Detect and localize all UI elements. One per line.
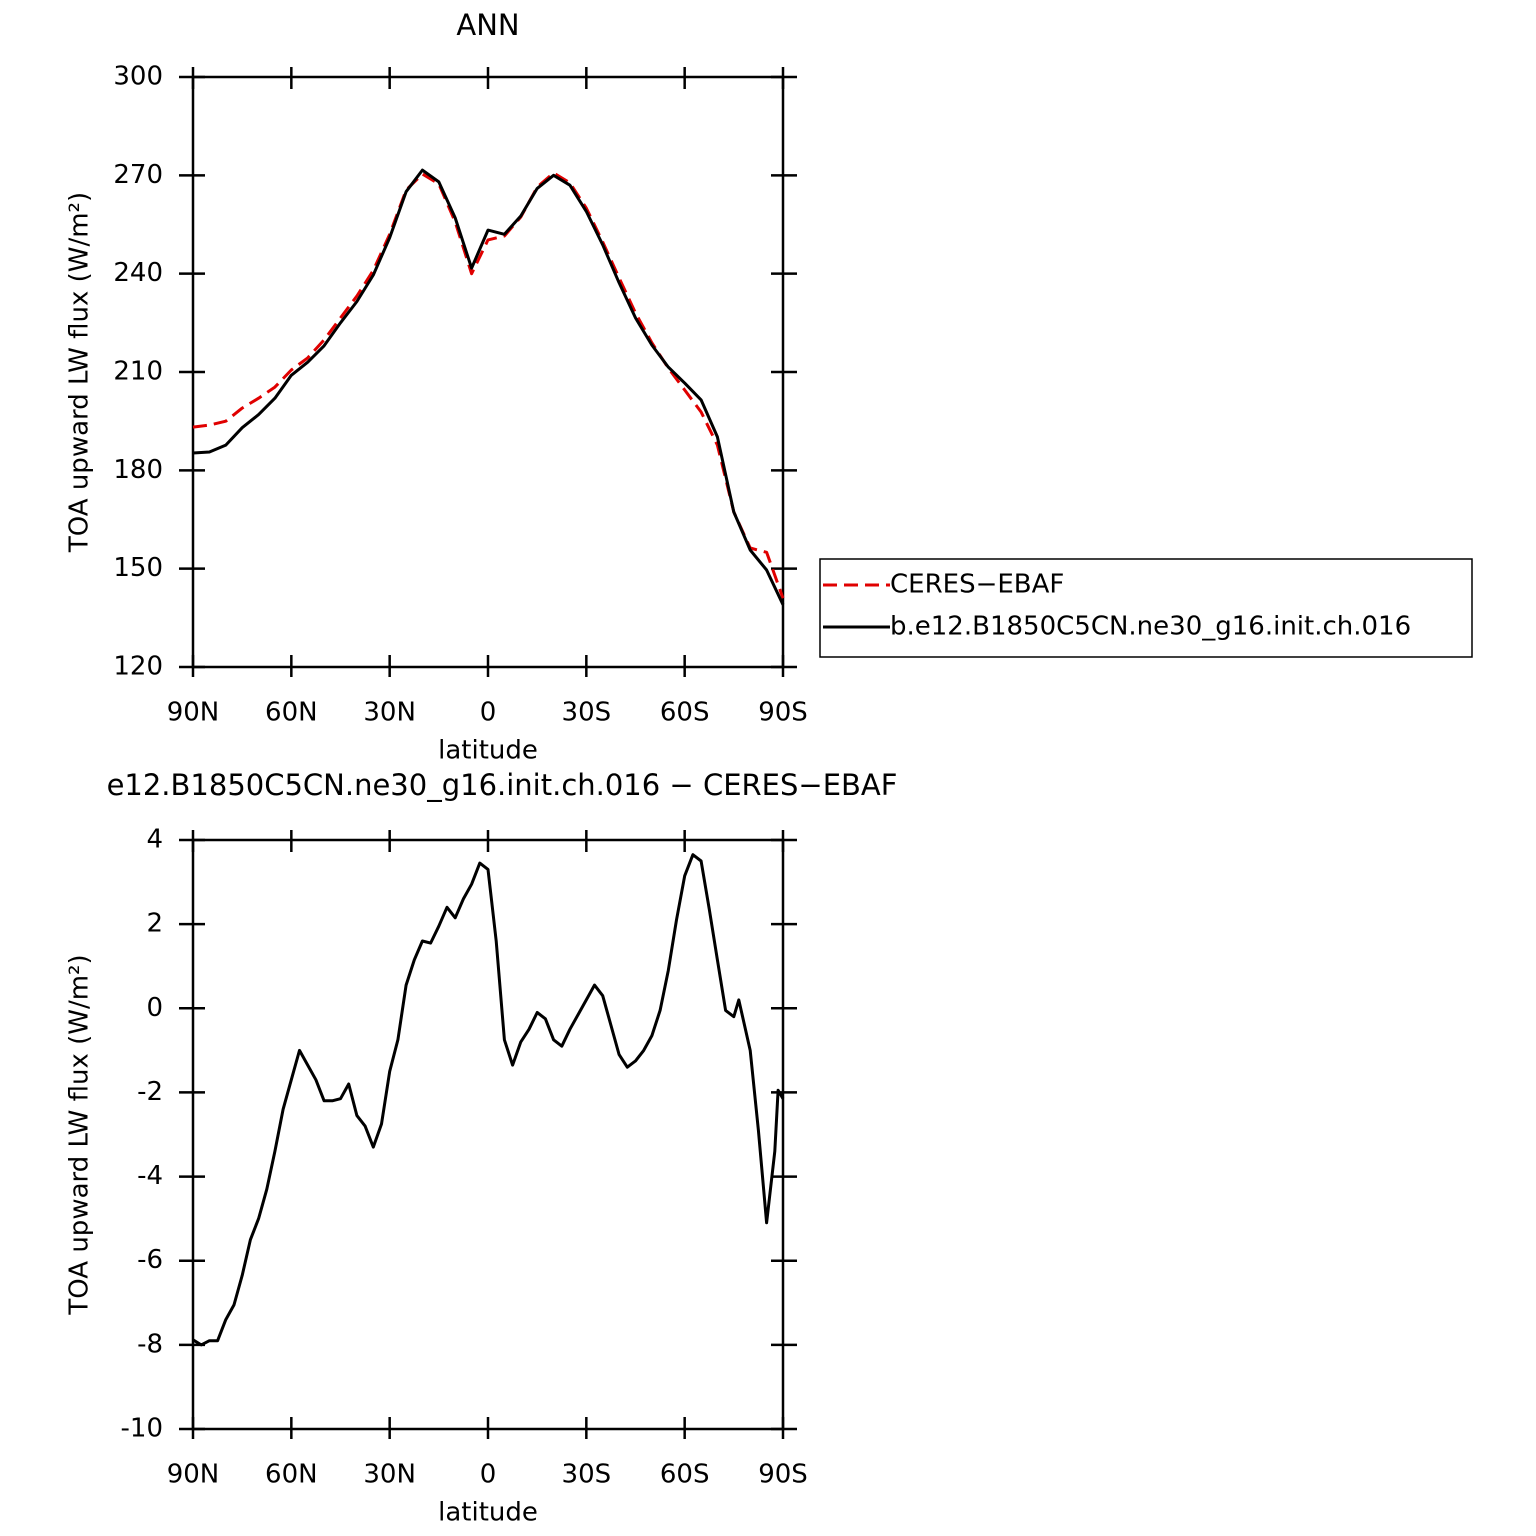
x-axis-label: latitude: [438, 1498, 538, 1528]
y-tick-label: 210: [113, 357, 163, 387]
x-tick-label: 60S: [660, 698, 710, 728]
y-tick-label: 4: [146, 825, 163, 855]
y-tick-label: 0: [146, 993, 163, 1023]
chart-title: e12.B1850C5CN.ne30_g16.init.ch.016 − CER…: [107, 768, 898, 802]
y-tick-label: -2: [137, 1077, 163, 1107]
x-tick-label: 90N: [167, 1460, 220, 1490]
y-tick-label: 150: [113, 553, 163, 583]
x-axis-label: latitude: [438, 736, 538, 766]
legend-box: [819, 558, 1473, 658]
x-tick-label: 90S: [758, 1460, 808, 1490]
y-tick-label: 270: [113, 160, 163, 190]
y-tick-label: -10: [121, 1414, 163, 1444]
chart-title: ANN: [456, 8, 519, 42]
x-tick-label: 0: [480, 698, 497, 728]
y-tick-label: 2: [146, 909, 163, 939]
data-line: [192, 168, 785, 606]
data-line: [192, 853, 785, 1347]
data-line: [192, 171, 785, 599]
x-tick-label: 90N: [167, 698, 220, 728]
plot-frame: [191, 838, 785, 1431]
y-tick-label: -8: [137, 1329, 163, 1359]
x-tick-label: 90S: [758, 698, 808, 728]
x-tick-label: 60S: [660, 1460, 710, 1490]
plot-frame: [191, 75, 785, 669]
x-tick-label: 30N: [363, 1460, 416, 1490]
x-tick-label: 60N: [265, 1460, 318, 1490]
legend-label: b.e12.B1850C5CN.ne30_g16.init.ch.016: [890, 612, 1411, 642]
x-tick-label: 60N: [265, 698, 318, 728]
legend-label: CERES−EBAF: [890, 570, 1064, 600]
y-tick-label: 120: [113, 652, 163, 682]
y-axis-label: TOA upward LW flux (W/m²): [65, 954, 95, 1315]
x-tick-label: 30N: [363, 698, 416, 728]
y-tick-label: 240: [113, 258, 163, 288]
y-tick-label: -4: [137, 1161, 163, 1191]
x-tick-label: 30S: [562, 1460, 612, 1490]
y-axis-label: TOA upward LW flux (W/m²): [65, 192, 95, 553]
x-tick-label: 0: [480, 1460, 497, 1490]
y-tick-label: -6: [137, 1245, 163, 1275]
y-tick-label: 300: [113, 62, 163, 92]
y-tick-label: 180: [113, 455, 163, 485]
x-tick-label: 30S: [562, 698, 612, 728]
